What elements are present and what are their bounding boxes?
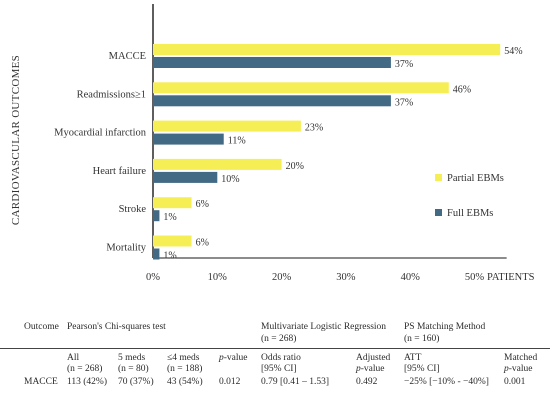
plot-area: 0% 10% 20% 30% 40% 50% MACCE 54% 37% Readmissions…: [54, 4, 523, 283]
cell-5-meds: 70 (37%): [118, 377, 154, 387]
data-label-full-ebms-readmissions-1: 37%: [395, 97, 413, 108]
data-label-partial-ebms-stroke: 6%: [196, 199, 209, 210]
data-label-partial-ebms-heart-failure: 20%: [286, 161, 304, 172]
x-tick-label-40: 40%: [401, 272, 421, 283]
subheader-4-meds-label: ≤4 meds: [167, 353, 200, 363]
subheader-4-meds: ≤4 meds (n = 188): [167, 353, 202, 375]
cell-p-value: 0.012: [219, 377, 241, 387]
y-axis-title: CARDIOVASCULAR OUTCOMES: [10, 55, 22, 225]
category-label-myocardial-infarction: Myocardial infarction: [54, 128, 147, 139]
data-label-partial-ebms-myocardial-infarction: 23%: [305, 123, 323, 134]
header-logistic-regression-n: (n = 268): [261, 334, 297, 344]
bar-full-ebms-readmissions-1: [153, 95, 391, 107]
bar-partial-ebms-macce: [153, 44, 501, 55]
bar-partial-ebms-heart-failure: [153, 158, 282, 170]
x-tick-label-20: 20%: [272, 272, 292, 283]
x-tick-label-10: 10%: [208, 272, 228, 283]
subheader-4-meds-n: (n = 188): [167, 364, 203, 374]
subheader-adjusted-label: Adjusted: [356, 353, 391, 363]
subheader-p-value-p: p: [219, 353, 224, 363]
data-label-full-ebms-heart-failure: 10%: [221, 174, 239, 185]
legend-swatch-full: [435, 209, 442, 216]
category-label-stroke: Stroke: [119, 204, 147, 215]
subheader-matched-p: p: [504, 364, 509, 374]
data-label-full-ebms-myocardial-infarction: 11%: [228, 136, 246, 147]
subheader-all: All (n = 268): [67, 353, 102, 375]
bar-partial-ebms-readmissions-1: [153, 82, 449, 94]
legend-swatch-partial: [435, 174, 442, 181]
cell-adjusted-p: 0.492: [356, 377, 378, 387]
bar-full-ebms-heart-failure: [153, 171, 218, 183]
subheader-matched-label: Matched: [504, 353, 538, 363]
subheader-all-label: All: [67, 353, 80, 363]
header-ps-matching: PS Matching Method: [404, 322, 486, 332]
cell-outcome: MACCE: [24, 377, 58, 387]
table-rule: [0, 348, 550, 349]
subheader-att: ATT [95% CI]: [404, 353, 440, 375]
subheader-5-meds-n: (n = 80): [118, 364, 149, 374]
subheader-odds-ratio: Odds ratio [95% CI]: [261, 353, 301, 375]
x-tick-label-0: 0%: [146, 272, 160, 283]
subheader-matched-p: Matched p-value: [504, 353, 537, 375]
cell-4-meds: 43 (54%): [167, 377, 203, 387]
bar-partial-ebms-myocardial-infarction: [153, 120, 301, 132]
category-label-macce: MACCE: [109, 51, 146, 62]
x-axis-title: PATIENTS: [487, 272, 535, 283]
bar-chart: 0% 10% 20% 30% 40% 50% MACCE 54% 37% Readmissions…: [10, 4, 535, 283]
x-tick-label-50: 50%: [465, 272, 485, 283]
header-chi-square: Pearson's Chi-squares test: [67, 322, 166, 332]
legend-label-full: Full EBMs: [447, 208, 493, 219]
bar-full-ebms-macce: [153, 57, 391, 68]
subheader-att-label: ATT: [404, 353, 422, 363]
subheader-5-meds-label: 5 meds: [118, 353, 146, 363]
data-label-partial-ebms-macce: 54%: [504, 46, 522, 57]
data-label-full-ebms-mortality: 1%: [163, 251, 176, 262]
data-label-full-ebms-macce: 37%: [395, 59, 413, 70]
cell-matched-p: 0.001: [504, 377, 526, 387]
category-label-mortality: Mortality: [106, 243, 146, 254]
x-tick-label-30: 30%: [336, 272, 356, 283]
bar-full-ebms-stroke: [153, 210, 160, 222]
category-label-heart-failure: Heart failure: [93, 166, 147, 177]
subheader-adjusted-p: p: [356, 364, 361, 374]
cell-odds-ratio: 0.79 [0.41 – 1.53]: [261, 377, 330, 387]
subheader-5-meds: 5 meds (n = 80): [118, 353, 149, 375]
subheader-odds-ratio-ci: [95% CI]: [261, 364, 297, 374]
data-label-partial-ebms-mortality: 6%: [196, 238, 209, 249]
header-outcome: Outcome: [24, 322, 59, 332]
bar-full-ebms-mortality: [153, 248, 160, 260]
category-label-readmissions-1: Readmissions≥1: [77, 89, 146, 100]
data-label-full-ebms-stroke: 1%: [163, 212, 176, 223]
header-logistic-regression: Multivariate Logistic Regression: [261, 322, 387, 332]
subheader-p-value: p-value: [219, 353, 248, 364]
subheader-p-value-rest: -value: [223, 353, 248, 363]
legend: Partial EBMs Full EBMs: [435, 173, 504, 219]
subheader-adjusted-rest: -value: [360, 364, 385, 374]
subheader-all-n: (n = 268): [67, 364, 103, 374]
data-label-partial-ebms-readmissions-1: 46%: [453, 84, 471, 95]
legend-label-partial: Partial EBMs: [447, 173, 504, 184]
bar-partial-ebms-mortality: [153, 235, 192, 247]
bar-partial-ebms-stroke: [153, 197, 192, 209]
cell-att: −25% [−10% - −40%]: [404, 377, 489, 387]
header-ps-matching-n: (n = 160): [404, 334, 440, 344]
subheader-att-ci: [95% CI]: [404, 364, 440, 374]
cell-all: 113 (42%): [67, 377, 108, 387]
bar-full-ebms-myocardial-infarction: [153, 133, 224, 145]
subheader-adjusted-p: Adjusted p-value: [356, 353, 390, 375]
subheader-odds-ratio-label: Odds ratio: [261, 353, 301, 363]
subheader-matched-rest: -value: [508, 364, 533, 374]
